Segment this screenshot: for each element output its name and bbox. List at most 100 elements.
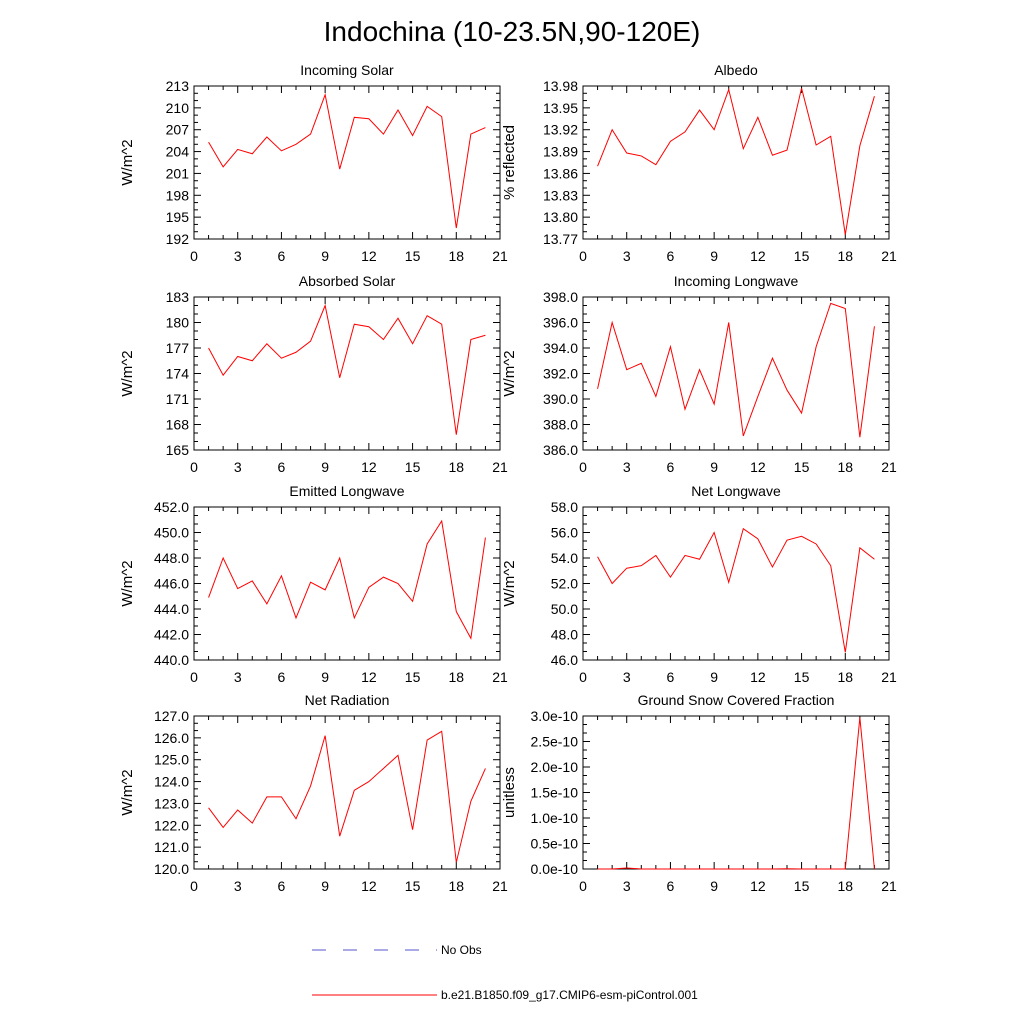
net-longwave-ylabel: W/m^2 [501, 560, 518, 606]
albedo-xtick-label: 0 [579, 248, 587, 264]
emitted-longwave-ytick-label: 450.0 [154, 525, 189, 541]
legend: No Obs b.e21.B1850.f09_g17.CMIP6-esm-piC… [312, 943, 698, 1002]
incoming-longwave-xtick-label: 9 [710, 459, 718, 475]
incoming-longwave-ytick-label: 390.0 [543, 391, 578, 407]
incoming-longwave-frame [582, 296, 890, 451]
emitted-longwave-xtick-label: 15 [405, 669, 421, 685]
net-radiation-ytick-label: 122.0 [154, 817, 189, 833]
incoming-longwave-xtick-label: 15 [794, 459, 810, 475]
net-longwave-ytick-label: 54.0 [551, 550, 578, 566]
net-longwave-ytick-label: 48.0 [551, 627, 578, 643]
legend-model-label: b.e21.B1850.f09_g17.CMIP6-esm-piControl.… [441, 988, 698, 1002]
ground-snow-covered-fraction-ytick-label: 3.0e-10 [531, 708, 579, 724]
panel-net-radiation: 0 3 6 9 12 15 18 21 120.0 121.0 122.0 123.0 124.0 125… [119, 692, 508, 894]
panel-albedo: 0 3 6 9 12 15 18 21 13.77 13.80 13.83 13.86 13.89 13.… [501, 62, 897, 264]
ground-snow-covered-fraction-xtick-label: 18 [837, 878, 853, 894]
emitted-longwave-xtick-label: 6 [278, 669, 286, 685]
net-radiation-xtick-label: 9 [321, 878, 329, 894]
emitted-longwave-xtick-label: 12 [361, 669, 377, 685]
ground-snow-covered-fraction-ytick-label: 0.5e-10 [531, 836, 579, 852]
incoming-solar-xtick-label: 0 [190, 248, 198, 264]
incoming-solar-frame [193, 85, 501, 240]
ground-snow-covered-fraction-xtick-label: 12 [750, 878, 766, 894]
emitted-longwave-title: Emitted Longwave [289, 483, 404, 499]
incoming-solar-ytick-label: 213 [166, 78, 190, 94]
absorbed-solar-xtick-label: 3 [234, 459, 242, 475]
absorbed-solar-xtick-label: 0 [190, 459, 198, 475]
albedo-ytick-label: 13.89 [543, 144, 578, 160]
albedo-xtick-label: 3 [623, 248, 631, 264]
albedo-xtick-label: 18 [837, 248, 853, 264]
net-longwave-ytick-label: 50.0 [551, 601, 578, 617]
emitted-longwave-ytick-label: 446.0 [154, 576, 189, 592]
albedo-ytick-label: 13.92 [543, 122, 578, 138]
emitted-longwave-xtick-label: 3 [234, 669, 242, 685]
absorbed-solar-xtick-label: 21 [492, 459, 508, 475]
incoming-longwave-title: Incoming Longwave [674, 273, 799, 289]
emitted-longwave-ylabel: W/m^2 [119, 560, 136, 606]
ground-snow-covered-fraction-ytick-label: 1.0e-10 [531, 810, 579, 826]
incoming-solar-ytick-label: 201 [166, 165, 190, 181]
incoming-solar-ytick-label: 210 [166, 100, 190, 116]
albedo-ytick-label: 13.83 [543, 187, 578, 203]
incoming-longwave-xtick-label: 3 [623, 459, 631, 475]
absorbed-solar-xtick-label: 18 [448, 459, 464, 475]
ground-snow-covered-fraction-ylabel: unitless [501, 767, 518, 818]
incoming-solar-xtick-label: 12 [361, 248, 377, 264]
incoming-solar-ytick-label: 207 [166, 122, 190, 138]
incoming-solar-ytick-label: 195 [166, 209, 190, 225]
emitted-longwave-ytick-label: 440.0 [154, 652, 189, 668]
net-longwave-ytick-label: 46.0 [551, 652, 578, 668]
net-radiation-title: Net Radiation [305, 692, 390, 708]
emitted-longwave-xtick-label: 21 [492, 669, 508, 685]
ground-snow-covered-fraction-frame [582, 715, 890, 870]
net-radiation-ytick-label: 124.0 [154, 774, 189, 790]
absorbed-solar-ytick-label: 183 [166, 289, 190, 305]
emitted-longwave-series-line [208, 519, 486, 640]
net-longwave-xtick-label: 9 [710, 669, 718, 685]
net-radiation-frame [193, 715, 501, 870]
albedo-frame [582, 85, 890, 240]
absorbed-solar-title: Absorbed Solar [299, 273, 396, 289]
ground-snow-covered-fraction-ytick-label: 1.5e-10 [531, 785, 579, 801]
absorbed-solar-ylabel: W/m^2 [119, 350, 136, 396]
absorbed-solar-frame [193, 296, 501, 451]
albedo-ytick-label: 13.98 [543, 78, 578, 94]
incoming-longwave-ylabel: W/m^2 [501, 350, 518, 396]
net-radiation-xtick-label: 18 [448, 878, 464, 894]
incoming-solar-xtick-label: 9 [321, 248, 329, 264]
net-longwave-xtick-label: 6 [667, 669, 675, 685]
albedo-xtick-label: 12 [750, 248, 766, 264]
ground-snow-covered-fraction-ytick-label: 2.5e-10 [531, 734, 579, 750]
net-longwave-ytick-label: 52.0 [551, 576, 578, 592]
emitted-longwave-xtick-label: 0 [190, 669, 198, 685]
net-longwave-xtick-label: 21 [881, 669, 897, 685]
emitted-longwave-ytick-label: 452.0 [154, 499, 189, 515]
net-radiation-xtick-label: 0 [190, 878, 198, 894]
panel-emitted-longwave: 0 3 6 9 12 15 18 21 440.0 442.0 444.0 446.0 448.0 450… [119, 483, 508, 685]
incoming-solar-xtick-label: 15 [405, 248, 421, 264]
albedo-ylabel: % reflected [501, 125, 518, 200]
absorbed-solar-xtick-label: 12 [361, 459, 377, 475]
incoming-solar-ytick-label: 198 [166, 187, 190, 203]
absorbed-solar-series-line [208, 303, 486, 435]
net-radiation-xtick-label: 12 [361, 878, 377, 894]
panel-incoming-solar: 0 3 6 9 12 15 18 21 192 195 198 201 204 207 210 213 Inco… [119, 62, 508, 264]
incoming-longwave-xtick-label: 6 [667, 459, 675, 475]
albedo-ytick-label: 13.95 [543, 100, 578, 116]
emitted-longwave-frame [193, 506, 501, 661]
albedo-ytick-label: 13.77 [543, 231, 578, 247]
net-radiation-ytick-label: 121.0 [154, 839, 189, 855]
albedo-xtick-label: 9 [710, 248, 718, 264]
net-radiation-xtick-label: 21 [492, 878, 508, 894]
albedo-xtick-label: 15 [794, 248, 810, 264]
net-radiation-ytick-label: 125.0 [154, 752, 189, 768]
net-longwave-title: Net Longwave [691, 483, 781, 499]
albedo-title: Albedo [714, 62, 758, 78]
panel-incoming-longwave: 0 3 6 9 12 15 18 21 386.0 388.0 390.0 392.0 394.0 396… [501, 273, 897, 475]
net-radiation-ytick-label: 120.0 [154, 861, 189, 877]
emitted-longwave-xtick-label: 9 [321, 669, 329, 685]
emitted-longwave-ytick-label: 448.0 [154, 550, 189, 566]
albedo-ytick-label: 13.80 [543, 209, 578, 225]
